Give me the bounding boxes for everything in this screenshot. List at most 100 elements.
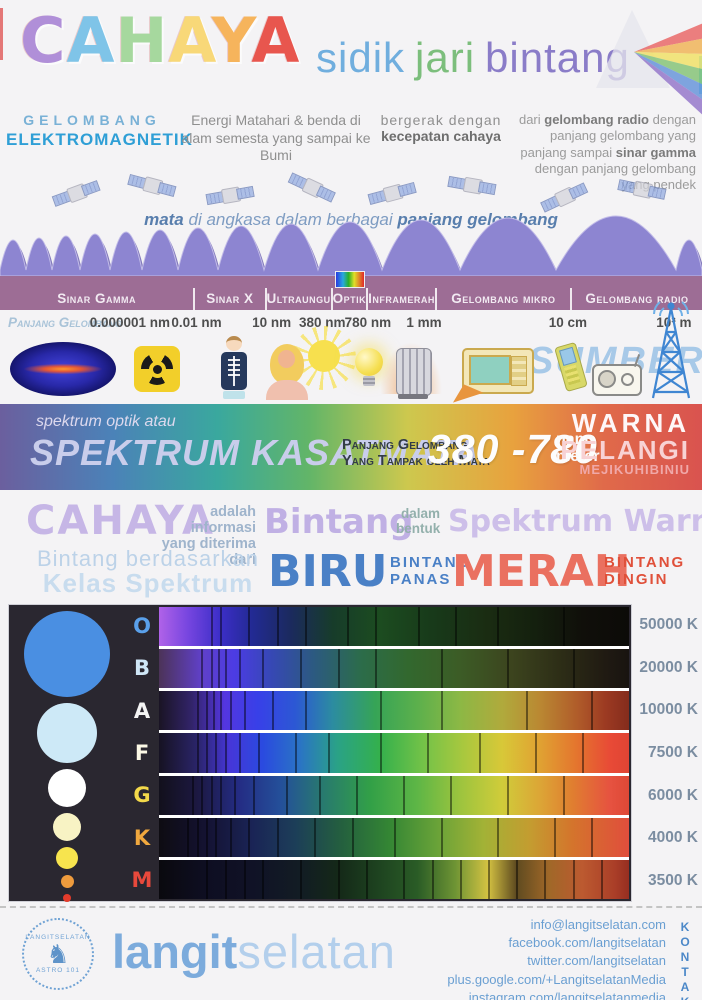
- absorption-line: [478, 733, 481, 773]
- kecepatan-label: kecepatan cahaya: [381, 128, 501, 144]
- em-band-sinar-x: Sinar X: [195, 288, 267, 310]
- absorption-line: [379, 691, 382, 731]
- absorption-line: [276, 817, 279, 857]
- solar-panel: [397, 181, 417, 197]
- intro-rentang-text: dari gelombang radio dengan panjang gelo…: [518, 112, 696, 192]
- warna-label: WARNA: [571, 408, 690, 438]
- absorption-line: [441, 817, 443, 857]
- absorption-line: [229, 691, 232, 731]
- subtitle-word-0: sidik: [316, 34, 406, 81]
- absorption-line: [572, 859, 575, 899]
- absorption-line: [224, 733, 227, 773]
- solar-panel: [157, 181, 177, 198]
- stamp-bottom-text: ASTRO 101: [35, 967, 81, 974]
- nanometer-unit: nano meter: [556, 431, 600, 465]
- star-circle-G: [56, 847, 78, 869]
- em-band-gelombang-radio: Gelombang radio: [585, 291, 689, 306]
- banner-description: Panjang Gelombang Yang Tampak oleh Mata: [342, 437, 490, 470]
- absorption-line: [394, 817, 396, 857]
- page-title: CAHAYA: [20, 10, 300, 72]
- absorption-line: [191, 775, 194, 815]
- horse-rider-icon: ♞: [46, 939, 70, 969]
- absorption-line: [206, 817, 208, 857]
- absorption-line: [248, 607, 251, 647]
- radio-tower-icon: [651, 301, 691, 399]
- xray-skeleton-boy-icon: [214, 336, 254, 400]
- temperature-label-K: 4000 K: [648, 829, 698, 847]
- adalah-text: adalah informasi yang diterima dari: [161, 504, 256, 568]
- spektrum-optik-label: spektrum optik atau: [36, 413, 176, 430]
- absorption-line: [459, 859, 462, 899]
- star-circle-F: [53, 813, 81, 841]
- wavelength-range-value: 380 -780: [428, 426, 598, 472]
- desc-line1: Panjang Gelombang: [342, 437, 468, 453]
- absorption-line: [229, 817, 232, 857]
- spectrum-strip-K: [159, 817, 629, 857]
- absorption-line: [403, 859, 406, 899]
- satellite-icon: [205, 182, 255, 208]
- absorption-line: [351, 817, 354, 857]
- stamp-top-text: LANGITSELATAN: [25, 934, 91, 941]
- wavelength-tick: 1 mm: [406, 315, 442, 330]
- solar-panel: [647, 185, 667, 200]
- absorption-line: [455, 607, 458, 647]
- absorption-line: [563, 775, 566, 815]
- kelas-spektrum-block: Bintang berdasarkan Kelas Spektrum: [36, 546, 260, 598]
- absorption-line: [238, 733, 241, 773]
- star-circle-O: [24, 611, 110, 697]
- absorption-line: [220, 607, 223, 647]
- absorption-line: [224, 859, 227, 899]
- langitselatan-wordmark: langitselatan: [112, 928, 396, 975]
- em-band-labels: Sinar Gamma Sinar X Ultraungu Optik Inframer…: [0, 271, 702, 310]
- em-band-inframerah: Inframerah: [368, 288, 437, 310]
- absorption-line: [187, 817, 190, 857]
- elektromagnetik-label: ELEKTROMAGNETIK: [6, 130, 193, 149]
- absorption-line: [506, 775, 509, 815]
- absorption-line: [591, 691, 594, 731]
- absorption-line: [300, 649, 302, 689]
- contact-line: instagram.com/langitselatanmedia: [468, 989, 666, 1000]
- satellite-icon: [447, 172, 497, 198]
- bintang-panas-label: BINTANG PANAS: [390, 554, 472, 589]
- cahaya-word: CAHAYA: [26, 498, 216, 544]
- star-circle-B: [37, 703, 97, 763]
- kontak-letter: T: [681, 965, 689, 979]
- absorption-line: [295, 733, 298, 773]
- star-circle-M: [63, 894, 71, 902]
- absorption-line: [591, 817, 594, 857]
- solar-panel: [80, 180, 101, 197]
- panjang-gelombang-label: Panjang Gelombang: [8, 315, 122, 330]
- wavelength-tick: 0.01 nm: [171, 315, 222, 330]
- radiator-heater-icon: [380, 340, 442, 400]
- absorption-line: [285, 775, 288, 815]
- absorption-line: [582, 733, 584, 773]
- absorption-line: [257, 733, 260, 773]
- spectrum-strip-B: [159, 649, 629, 689]
- absorption-line: [210, 607, 213, 647]
- subtitle-word-1: jari: [415, 34, 476, 81]
- absorption-line: [572, 649, 575, 689]
- contact-line: facebook.com/langitselatan: [508, 935, 666, 951]
- absorption-line: [210, 649, 213, 689]
- spectrum-strip-O: [159, 607, 629, 647]
- absorption-line: [220, 775, 223, 815]
- title-letter-4: Y: [211, 4, 252, 77]
- wordmark-light: selatan: [237, 925, 396, 978]
- wavelength-tick: 780 nm: [344, 315, 392, 330]
- spectral-class-letter-B: B: [133, 656, 150, 681]
- absorption-line: [234, 775, 237, 815]
- star-circle-K: [60, 875, 74, 888]
- intro-kecepatan-block: bergerak dengan kecepatan cahaya: [380, 112, 502, 144]
- satellite-icon: [366, 178, 417, 208]
- spectral-class-letter-F: F: [134, 740, 150, 765]
- gelombang-label: GELOMBANG: [23, 112, 161, 128]
- spectrum-strip-A: [159, 691, 629, 731]
- absorption-line: [375, 649, 378, 689]
- intro-gelombang-block: GELOMBANG ELEKTROMAGNETIK: [6, 112, 193, 150]
- gamma-sky-map-icon: [10, 342, 116, 396]
- microwave-oven-icon: [448, 348, 534, 403]
- header: CAHAYA sidik jari bintang: [0, 0, 702, 115]
- wavelength-wave-graphic: [0, 215, 702, 276]
